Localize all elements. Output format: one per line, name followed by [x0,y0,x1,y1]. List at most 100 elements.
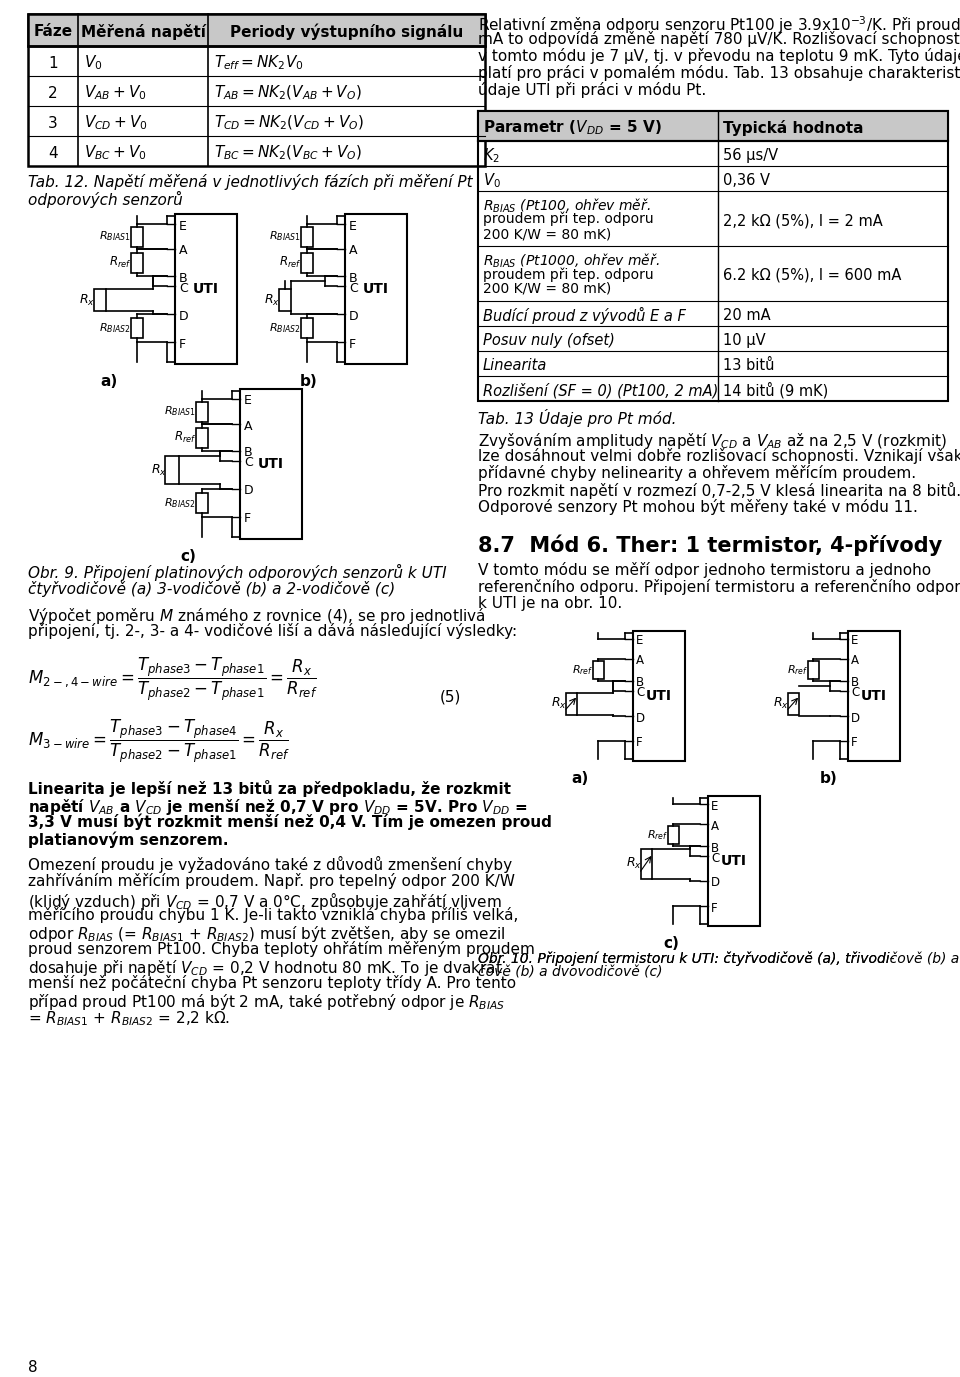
Text: Pro rozkmit napětí v rozmezí 0,7-2,5 V klesá linearita na 8 bitů.: Pro rozkmit napětí v rozmezí 0,7-2,5 V k… [478,482,960,498]
Text: A: A [179,245,187,257]
Text: B: B [636,676,644,690]
Text: $R_{BIAS2}$: $R_{BIAS2}$ [269,321,300,335]
Text: Posuv nuly (ofset): Posuv nuly (ofset) [483,333,614,348]
Text: Tab. 13 Údaje pro Pt mód.: Tab. 13 Údaje pro Pt mód. [478,409,677,427]
Text: zahříváním měřícím proudem. Např. pro tepelný odpor 200 K/W: zahříváním měřícím proudem. Např. pro te… [28,873,515,890]
Text: $R_{ref}$: $R_{ref}$ [787,664,808,677]
Text: $R_{BIAS}$ (Pt100, ohřev měř.: $R_{BIAS}$ (Pt100, ohřev měř. [483,197,651,215]
Bar [301,226,313,246]
Text: Odporové senzory Pt mohou být měřeny také v módu 11.: Odporové senzory Pt mohou být měřeny tak… [478,498,918,515]
Text: $R_{BIAS1}$: $R_{BIAS1}$ [99,230,131,244]
Text: $V_0$: $V_0$ [84,54,103,73]
Text: Omezení proudu je vyžadováno také z důvodů zmenšení chyby: Omezení proudu je vyžadováno také z důvo… [28,856,512,873]
Text: Periody výstupního signálu: Periody výstupního signálu [229,23,463,40]
Bar [592,661,604,679]
Text: proudem při tep. odporu: proudem při tep. odporu [483,267,654,281]
Text: 8.7  Mód 6. Ther: 1 termistor, 4-přívody: 8.7 Mód 6. Ther: 1 termistor, 4-přívody [478,534,943,555]
Bar [478,112,948,401]
Text: $R_{ref}$: $R_{ref}$ [647,828,669,841]
Text: V tomto módu se měří odpor jednoho termistoru a jednoho: V tomto módu se měří odpor jednoho termi… [478,562,931,578]
Text: A: A [244,420,252,432]
Text: $K_2$: $K_2$ [483,146,500,165]
Text: E: E [636,635,643,647]
Text: C: C [636,687,644,700]
Text: Obr. 9. Připojení platinových odporových senzorů k UTI: Obr. 9. Připojení platinových odporových… [28,565,446,581]
Text: $R_{ref}$: $R_{ref}$ [278,255,301,270]
Text: 2: 2 [48,85,58,101]
Text: v tomto módu je 7 μV, tj. v převodu na teplotu 9 mK. Tyto údaje: v tomto módu je 7 μV, tj. v převodu na t… [478,48,960,63]
Text: údaje UTI při práci v módu Pt.: údaje UTI při práci v módu Pt. [478,83,707,98]
Text: napětí $V_{AB}$ a $V_{CD}$ je menší než 0,7 V pro $V_{DD}$ = 5V. Pro $V_{DD}$ =: napětí $V_{AB}$ a $V_{CD}$ je menší než … [28,797,528,817]
Text: Linearita: Linearita [483,358,547,373]
Text: $V_{AB}+V_0$: $V_{AB}+V_0$ [84,84,147,102]
Text: měřícího proudu chybu 1 K. Je-li takto vzniklá chyba příliš velká,: měřícího proudu chybu 1 K. Je-li takto v… [28,907,518,923]
Text: Rozlišení (SF = 0) (Pt100, 2 mA): Rozlišení (SF = 0) (Pt100, 2 mA) [483,383,718,398]
Text: E: E [349,219,357,233]
Text: případ proud Pt100 má být 2 mA, také potřebný odpor je $R_{BIAS}$: případ proud Pt100 má být 2 mA, také pot… [28,991,505,1012]
Text: B: B [349,271,358,285]
Text: $R_{BIAS}$ (Pt1000, ohřev měř.: $R_{BIAS}$ (Pt1000, ohřev měř. [483,252,660,270]
Text: $R_{ref}$: $R_{ref}$ [108,255,132,270]
Text: 10 μV: 10 μV [723,333,766,348]
Bar [131,318,143,337]
Bar [565,693,577,715]
Text: $R_x$: $R_x$ [151,463,167,478]
Text: Parametr ($V_{DD}$ = 5 V): Parametr ($V_{DD}$ = 5 V) [483,118,661,138]
Text: (5): (5) [440,690,462,705]
Text: A: A [711,819,719,833]
Bar [787,693,799,715]
Text: $R_{BIAS1}$: $R_{BIAS1}$ [164,405,196,419]
Text: C: C [179,281,188,295]
Text: 13 bitů: 13 bitů [723,358,775,373]
Text: $T_{CD} = NK_2(V_{CD}+V_O)$: $T_{CD} = NK_2(V_{CD}+V_O)$ [214,114,364,132]
Bar [94,289,106,311]
Bar [196,427,208,448]
Text: $M_{3-wire} = \dfrac{T_{phase3} - T_{phase4}}{T_{phase2} - T_{phase1}} = \dfrac{: $M_{3-wire} = \dfrac{T_{phase3} - T_{pha… [28,717,290,766]
Text: 4: 4 [48,146,58,161]
Text: Výpočet poměru $M$ známého z rovnice (4), se pro jednotlivá: Výpočet poměru $M$ známého z rovnice (4)… [28,606,486,627]
Text: (klidý vzduch) při $V_{CD}$ = 0,7 V a 0°C, způsobuje zahřátí vlivem: (klidý vzduch) při $V_{CD}$ = 0,7 V a 0°… [28,890,502,912]
Text: čově (b) a dvovodičově (c): čově (b) a dvovodičově (c) [478,965,662,979]
Text: přídavné chyby nelinearity a ohřevem měřícím proudem.: přídavné chyby nelinearity a ohřevem měř… [478,465,916,481]
Text: 8: 8 [28,1360,37,1376]
Text: Budící proud z vývodů E a F: Budící proud z vývodů E a F [483,307,685,324]
Text: E: E [244,394,252,408]
Bar [240,388,302,538]
Bar [667,826,679,844]
Text: $M_{2-,4-wire} = \dfrac{T_{phase3} - T_{phase1}}{T_{phase2} - T_{phase1}} = \dfr: $M_{2-,4-wire} = \dfrac{T_{phase3} - T_{… [28,655,318,704]
Text: A: A [349,245,357,257]
Text: F: F [636,737,642,749]
Text: B: B [851,676,859,690]
Bar [196,402,208,421]
Text: UTI: UTI [721,854,747,868]
Bar [807,661,819,679]
Text: C: C [851,687,859,700]
Text: F: F [179,337,186,351]
Text: 0,36 V: 0,36 V [723,174,770,189]
Bar [279,289,291,311]
Text: D: D [711,877,720,890]
Text: Tab. 12. Napětí měřená v jednotlivých fázích při měření Pt: Tab. 12. Napětí měřená v jednotlivých fá… [28,174,472,190]
Text: 3: 3 [48,116,58,131]
Text: $V_{CD}+V_0$: $V_{CD}+V_0$ [84,114,148,132]
Text: Obr. 10. Připojení termistoru k UTI: čtyřvodičově (a), třivodi-: Obr. 10. Připojení termistoru k UTI: čty… [478,952,895,965]
Text: Zvyšováním amplitudy napětí $V_{CD}$ a $V_{AB}$ až na 2,5 V (rozkmit): Zvyšováním amplitudy napětí $V_{CD}$ a $… [478,431,947,452]
Text: b): b) [300,375,318,388]
Text: a): a) [571,771,588,786]
Text: 6.2 kΩ (5%), I = 600 mA: 6.2 kΩ (5%), I = 600 mA [723,269,901,284]
Bar [478,112,948,140]
Text: 1: 1 [48,55,58,70]
Bar [633,631,685,761]
Text: lze dosáhnout velmi dobře rozlišovací schopnosti. Vznikají však: lze dosáhnout velmi dobře rozlišovací sc… [478,448,960,464]
Text: A: A [636,654,644,668]
Text: F: F [349,337,356,351]
Bar [708,796,760,925]
Text: a): a) [100,375,117,388]
Text: $R_{BIAS2}$: $R_{BIAS2}$ [164,496,196,509]
Text: 200 K/W = 80 mK): 200 K/W = 80 mK) [483,227,612,241]
Bar [28,14,485,45]
Text: E: E [179,219,187,233]
Text: = $R_{BIAS1}$ + $R_{BIAS2}$ = 2,2 kΩ.: = $R_{BIAS1}$ + $R_{BIAS2}$ = 2,2 kΩ. [28,1009,230,1027]
Text: E: E [711,800,718,812]
Bar [175,213,237,364]
